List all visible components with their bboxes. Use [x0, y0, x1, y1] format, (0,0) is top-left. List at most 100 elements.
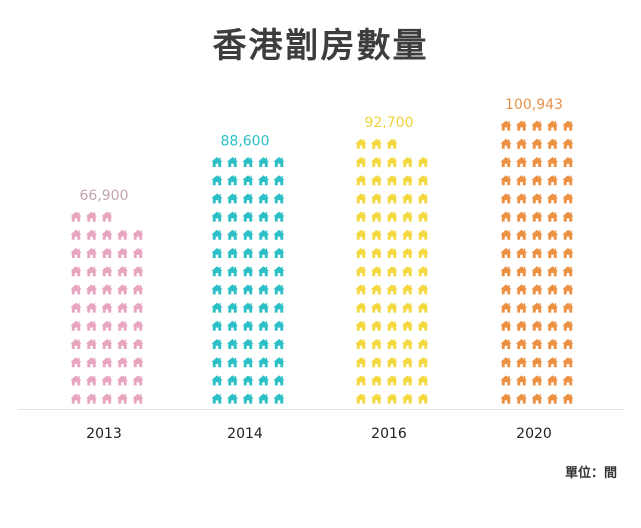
house-icon [546, 339, 559, 349]
house-icon [515, 302, 528, 313]
house-icon [211, 375, 223, 386]
chart-title: 香港劏房數量 [212, 26, 429, 66]
house-icon [546, 320, 559, 331]
house-icon [386, 375, 398, 386]
house-icon [500, 229, 512, 240]
house-icon [386, 302, 398, 313]
house-icon [515, 284, 528, 295]
house-icon [515, 193, 528, 204]
house-icon [226, 266, 239, 277]
house-icon [401, 339, 414, 349]
house-icon [562, 320, 574, 331]
house-icon [562, 393, 574, 404]
house-icon [401, 248, 414, 258]
house-icon [101, 357, 113, 368]
house-icon [562, 339, 574, 349]
house-icon [132, 266, 144, 277]
house-icon [116, 339, 129, 349]
house-icon [273, 248, 285, 258]
house-icon [85, 357, 98, 368]
house-icon [546, 357, 559, 368]
house-icon [273, 375, 285, 386]
house-icon [370, 375, 383, 386]
house-icon [515, 339, 528, 349]
house-icon [70, 320, 82, 331]
house-icon [226, 357, 239, 368]
house-icon [562, 211, 574, 222]
house-icon [116, 248, 129, 258]
house-icon [546, 193, 559, 204]
house-icon [500, 320, 512, 331]
house-icon [132, 393, 144, 404]
house-icon [273, 266, 285, 277]
house-icon [562, 120, 574, 131]
house-icon [500, 138, 512, 149]
house-icon [386, 175, 398, 186]
house-icon [417, 229, 429, 240]
house-icon [417, 157, 429, 167]
house-icon [85, 375, 98, 386]
house-icon [386, 248, 398, 258]
house-icon [531, 320, 543, 331]
house-icon [226, 284, 239, 295]
house-icon [211, 339, 223, 349]
house-icon [562, 193, 574, 204]
house-icon [546, 157, 559, 167]
house-icon [401, 357, 414, 368]
category-label: 2014 [227, 426, 263, 442]
house-icon [273, 357, 285, 368]
house-icon [273, 339, 285, 349]
house-icon [116, 302, 129, 313]
unit-label: 單位：間 [564, 466, 617, 481]
house-icon [257, 393, 270, 404]
house-icon [101, 393, 113, 404]
house-icon [515, 320, 528, 331]
house-icon [386, 339, 398, 349]
house-icon [355, 266, 367, 277]
house-icon [386, 211, 398, 222]
house-icon [132, 339, 144, 349]
house-icon [242, 157, 254, 167]
house-icon [116, 284, 129, 295]
value-label: 66,900 [80, 188, 129, 204]
house-icon [273, 193, 285, 204]
house-icon [515, 266, 528, 277]
house-icon [562, 157, 574, 167]
house-icon [355, 175, 367, 186]
house-icon [242, 193, 254, 204]
house-icon [500, 248, 512, 258]
house-icon [500, 175, 512, 186]
house-icon [226, 193, 239, 204]
house-icon [211, 302, 223, 313]
house-icon [355, 375, 367, 386]
house-icon [370, 138, 383, 149]
house-icon [101, 229, 113, 240]
house-icon [355, 211, 367, 222]
house-icon [226, 375, 239, 386]
house-icon [132, 229, 144, 240]
house-icon [116, 357, 129, 368]
house-icon [211, 266, 223, 277]
house-icon [101, 375, 113, 386]
house-icon [546, 138, 559, 149]
house-icon [515, 138, 528, 149]
house-icon [242, 357, 254, 368]
house-icon [531, 266, 543, 277]
house-icon [386, 138, 398, 149]
house-icon [401, 211, 414, 222]
house-icon [500, 339, 512, 349]
house-icon [546, 229, 559, 240]
house-icon [70, 302, 82, 313]
house-icon [257, 284, 270, 295]
house-icon [70, 229, 82, 240]
house-icon [562, 375, 574, 386]
house-icon [132, 375, 144, 386]
house-icon [531, 375, 543, 386]
house-icon [417, 248, 429, 258]
house-icon [116, 393, 129, 404]
value-label: 100,943 [505, 97, 563, 113]
house-icon [562, 302, 574, 313]
house-icon [355, 393, 367, 404]
